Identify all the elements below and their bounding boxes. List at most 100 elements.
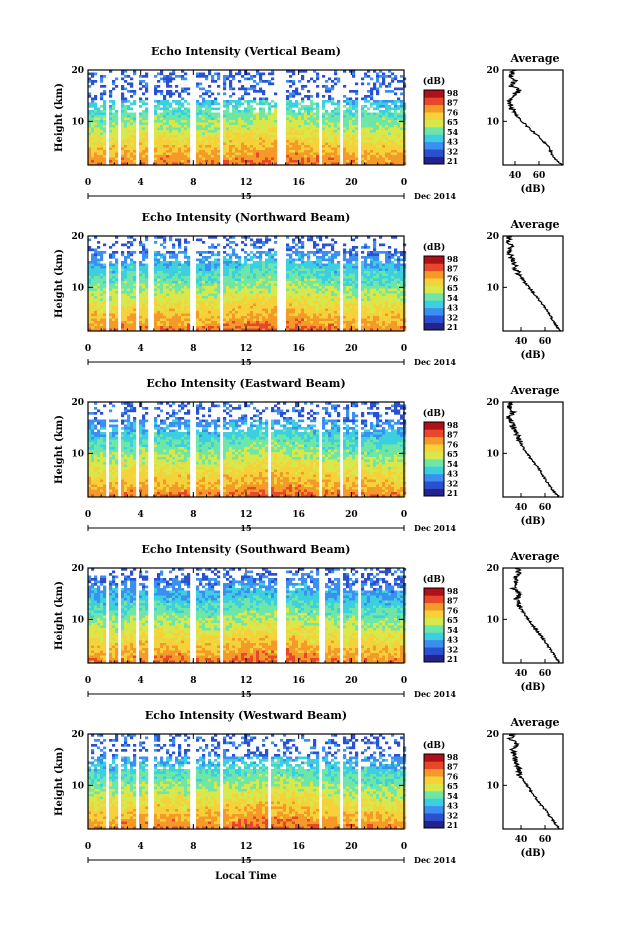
heatmap-cell	[289, 145, 292, 148]
heatmap-cell	[262, 150, 265, 153]
heatmap-cell	[124, 256, 127, 259]
heatmap-cell	[274, 281, 277, 284]
heatmap-cell	[172, 269, 175, 272]
heatmap-cell	[145, 319, 148, 322]
heatmap-cell	[109, 138, 112, 141]
heatmap-cell	[337, 160, 340, 163]
heatmap-cell	[154, 309, 157, 312]
heatmap-cell	[205, 120, 208, 123]
heatmap-cell	[313, 80, 316, 83]
heatmap-cell	[112, 296, 115, 299]
heatmap-cell	[247, 118, 250, 121]
heatmap-cell	[289, 103, 292, 106]
heatmap-cell	[163, 103, 166, 106]
heatmap-cell	[163, 314, 166, 317]
heatmap-cell	[142, 274, 145, 277]
heatmap-cell	[307, 158, 310, 161]
heatmap-cell	[103, 306, 106, 309]
heatmap-cell	[238, 160, 241, 163]
heatmap-cell	[202, 269, 205, 272]
heatmap-cell	[370, 150, 373, 153]
heatmap-cell	[322, 296, 325, 299]
heatmap-cell	[289, 254, 292, 257]
heatmap-cell	[112, 160, 115, 163]
heatmap-cell	[226, 281, 229, 284]
heatmap-cell	[139, 319, 142, 322]
heatmap-cell	[310, 130, 313, 133]
heatmap-cell	[259, 158, 262, 161]
heatmap-cell	[103, 311, 106, 314]
heatmap-cell	[226, 143, 229, 146]
heatmap-cell	[145, 155, 148, 158]
heatmap-cell	[268, 249, 271, 252]
heatmap-cell	[235, 269, 238, 272]
heatmap-cell	[175, 266, 178, 269]
heatmap-cell	[250, 143, 253, 146]
heatmap-cell	[328, 264, 331, 267]
heatmap-cell	[226, 108, 229, 111]
heatmap-cell	[172, 150, 175, 153]
heatmap-cell	[199, 143, 202, 146]
heatmap-cell	[343, 160, 346, 163]
heatmap-cell	[316, 125, 319, 128]
heatmap-cell	[334, 118, 337, 121]
heatmap-cell	[391, 123, 394, 126]
heatmap-cell	[274, 115, 277, 118]
heatmap-cell	[235, 311, 238, 314]
heatmap-cell	[127, 326, 130, 329]
heatmap-cell	[391, 73, 394, 76]
heatmap-cell	[313, 276, 316, 279]
heatmap-cell	[325, 244, 328, 247]
heatmap-cell	[310, 296, 313, 299]
heatmap-cell	[331, 138, 334, 141]
heatmap-cell	[205, 316, 208, 319]
heatmap-cell	[103, 286, 106, 289]
heatmap-cell	[157, 148, 160, 151]
heatmap-cell	[292, 274, 295, 277]
heatmap-cell	[226, 118, 229, 121]
heatmap-cell	[163, 306, 166, 309]
heatmap-cell	[244, 324, 247, 327]
heatmap-cell	[214, 316, 217, 319]
heatmap-cell	[289, 75, 292, 78]
heatmap-cell	[394, 133, 397, 136]
heatmap-cell	[127, 158, 130, 161]
heatmap-cell	[94, 143, 97, 146]
heatmap-cell	[298, 274, 301, 277]
heatmap-cell	[253, 155, 256, 158]
heatmap-cell	[211, 301, 214, 304]
heatmap-cell	[247, 128, 250, 131]
heatmap-cell	[223, 264, 226, 267]
heatmap-cell	[292, 160, 295, 163]
heatmap-cell	[184, 133, 187, 136]
heatmap-cell	[103, 118, 106, 121]
heatmap-cell	[316, 279, 319, 282]
heatmap-cell	[400, 158, 403, 161]
heatmap-cell	[112, 299, 115, 302]
heatmap-cell	[223, 324, 226, 327]
heatmap-cell	[154, 321, 157, 324]
heatmap-cell	[109, 113, 112, 116]
heatmap-cell	[271, 296, 274, 299]
heatmap-cell	[187, 133, 190, 136]
heatmap-cell	[250, 304, 253, 307]
heatmap-cell	[145, 269, 148, 272]
heatmap-cell	[211, 128, 214, 131]
heatmap-cell	[265, 251, 268, 254]
heatmap-cell	[232, 279, 235, 282]
heatmap-cell	[241, 143, 244, 146]
heatmap-cell	[382, 115, 385, 118]
heatmap-cell	[274, 304, 277, 307]
heatmap-cell	[175, 281, 178, 284]
heatmap-cell	[388, 153, 391, 156]
heatmap-cell	[172, 256, 175, 259]
heatmap-cell	[214, 150, 217, 153]
heatmap-cell	[322, 256, 325, 259]
heatmap-cell	[181, 115, 184, 118]
heatmap-cell	[301, 123, 304, 126]
heatmap-cell	[130, 319, 133, 322]
heatmap-cell	[301, 108, 304, 111]
heatmap-cell	[217, 78, 220, 81]
heatmap-cell	[286, 259, 289, 262]
heatmap-cell	[334, 108, 337, 111]
